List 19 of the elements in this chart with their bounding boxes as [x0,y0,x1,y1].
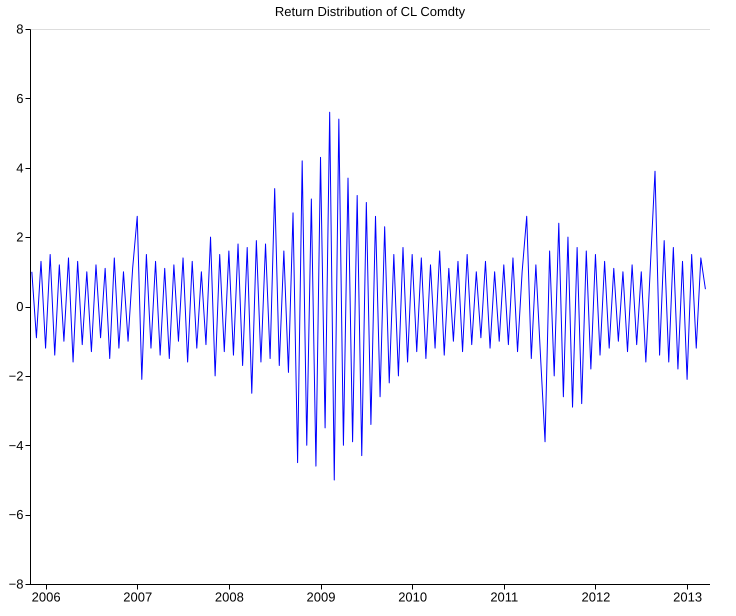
x-tick-label: 2010 [398,590,428,604]
x-tick-label: 2008 [214,590,244,604]
x-tick-label: 2007 [123,590,152,604]
x-tick-label: 2009 [306,590,336,604]
x-tick-label: 2012 [581,590,610,604]
y-tick-label: −6 [8,507,24,522]
x-tick-label: 2006 [32,590,61,604]
x-tick-label: 2011 [490,590,518,604]
y-tick-label: 8 [16,22,24,36]
y-tick-label: 6 [16,90,24,106]
line-series [31,112,706,480]
y-tick-label: −4 [8,438,24,453]
y-tick-label: −2 [8,368,24,384]
y-tick-label: 2 [16,230,24,245]
y-tick-label: 4 [16,160,24,176]
chart-title: Return Distribution of CL Comdty [274,4,466,19]
x-tick-label: 2013 [673,590,702,604]
y-tick-label: −8 [8,576,24,592]
y-tick-label: 0 [16,299,24,314]
